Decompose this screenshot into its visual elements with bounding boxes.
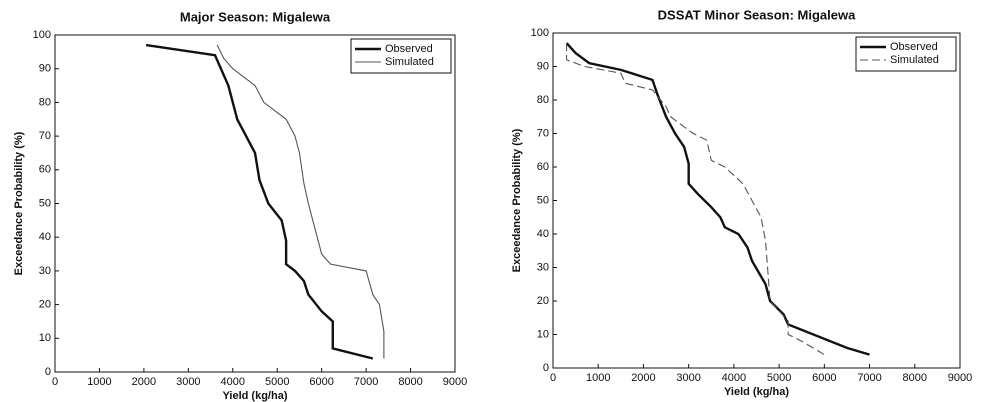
data-line <box>566 43 825 356</box>
x-tick-label: 4000 <box>722 372 746 384</box>
data-line <box>565 42 870 356</box>
x-tick-label: 8000 <box>903 372 927 384</box>
chart-title: Major Season: Migalewa <box>180 9 331 24</box>
x-tick-label: 5000 <box>265 376 289 388</box>
x-tick-label: 2000 <box>631 372 655 384</box>
x-tick-label: 1000 <box>87 376 111 388</box>
y-tick-label: 100 <box>531 27 549 39</box>
y-axis-label: Exceedance Probability (%) <box>511 128 523 272</box>
y-tick-label: 70 <box>39 130 51 142</box>
y-tick-label: 90 <box>39 63 51 75</box>
y-tick-label: 0 <box>45 366 51 378</box>
y-tick-label: 80 <box>537 94 549 106</box>
x-axis-label: Yield (kg/ha) <box>223 390 288 402</box>
x-tick-label: 6000 <box>309 376 333 388</box>
legend-label: Observed <box>385 43 433 55</box>
y-tick-label: 0 <box>543 362 549 374</box>
y-tick-label: 10 <box>39 332 51 344</box>
y-axis-label: Exceedance Probability (%) <box>13 131 25 275</box>
y-tick-label: 90 <box>537 60 549 72</box>
x-axis-label: Yield (kg/ha) <box>724 386 789 398</box>
y-tick-label: 40 <box>537 228 549 240</box>
y-tick-label: 40 <box>39 231 51 243</box>
x-tick-label: 4000 <box>221 376 245 388</box>
legend-label: Simulated <box>385 56 434 68</box>
x-tick-label: 0 <box>52 376 58 388</box>
data-line <box>216 44 385 359</box>
x-tick-label: 3000 <box>176 376 200 388</box>
y-tick-label: 70 <box>537 127 549 139</box>
legend-label: Observed <box>890 41 938 53</box>
x-tick-label: 3000 <box>676 372 700 384</box>
y-tick-label: 20 <box>537 295 549 307</box>
y-tick-label: 50 <box>39 197 51 209</box>
y-tick-label: 80 <box>39 96 51 108</box>
x-tick-label: 6000 <box>812 372 836 384</box>
x-tick-label: 7000 <box>354 376 378 388</box>
x-tick-label: 8000 <box>398 376 422 388</box>
y-tick-label: 20 <box>39 299 51 311</box>
data-line <box>145 43 374 360</box>
y-tick-label: 60 <box>39 164 51 176</box>
x-tick-label: 2000 <box>132 376 156 388</box>
y-tick-label: 50 <box>537 194 549 206</box>
x-tick-label: 1000 <box>586 372 610 384</box>
legend-box <box>350 38 452 74</box>
y-tick-label: 10 <box>537 328 549 340</box>
x-tick-label: 9000 <box>948 372 972 384</box>
plot-area <box>552 32 961 369</box>
x-tick-label: 0 <box>550 372 556 384</box>
legend-label: Simulated <box>890 54 939 66</box>
x-tick-label: 7000 <box>857 372 881 384</box>
y-tick-label: 30 <box>537 261 549 273</box>
x-tick-label: 9000 <box>443 376 467 388</box>
chart-title: DSSAT Minor Season: Migalewa <box>658 7 856 22</box>
y-tick-label: 60 <box>537 161 549 173</box>
y-tick-label: 30 <box>39 265 51 277</box>
x-tick-label: 5000 <box>767 372 791 384</box>
legend-box <box>855 36 957 72</box>
y-tick-label: 100 <box>33 29 51 41</box>
